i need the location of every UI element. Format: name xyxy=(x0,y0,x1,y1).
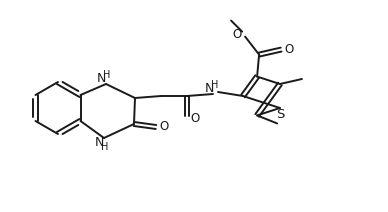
Text: S: S xyxy=(276,107,284,120)
Text: N: N xyxy=(96,73,106,85)
Text: N: N xyxy=(204,82,214,95)
Text: H: H xyxy=(103,70,111,80)
Text: O: O xyxy=(232,28,242,41)
Text: H: H xyxy=(101,142,109,152)
Text: O: O xyxy=(191,112,199,124)
Text: H: H xyxy=(211,80,219,90)
Text: N: N xyxy=(94,137,104,149)
Text: O: O xyxy=(159,120,169,134)
Text: O: O xyxy=(284,43,294,56)
